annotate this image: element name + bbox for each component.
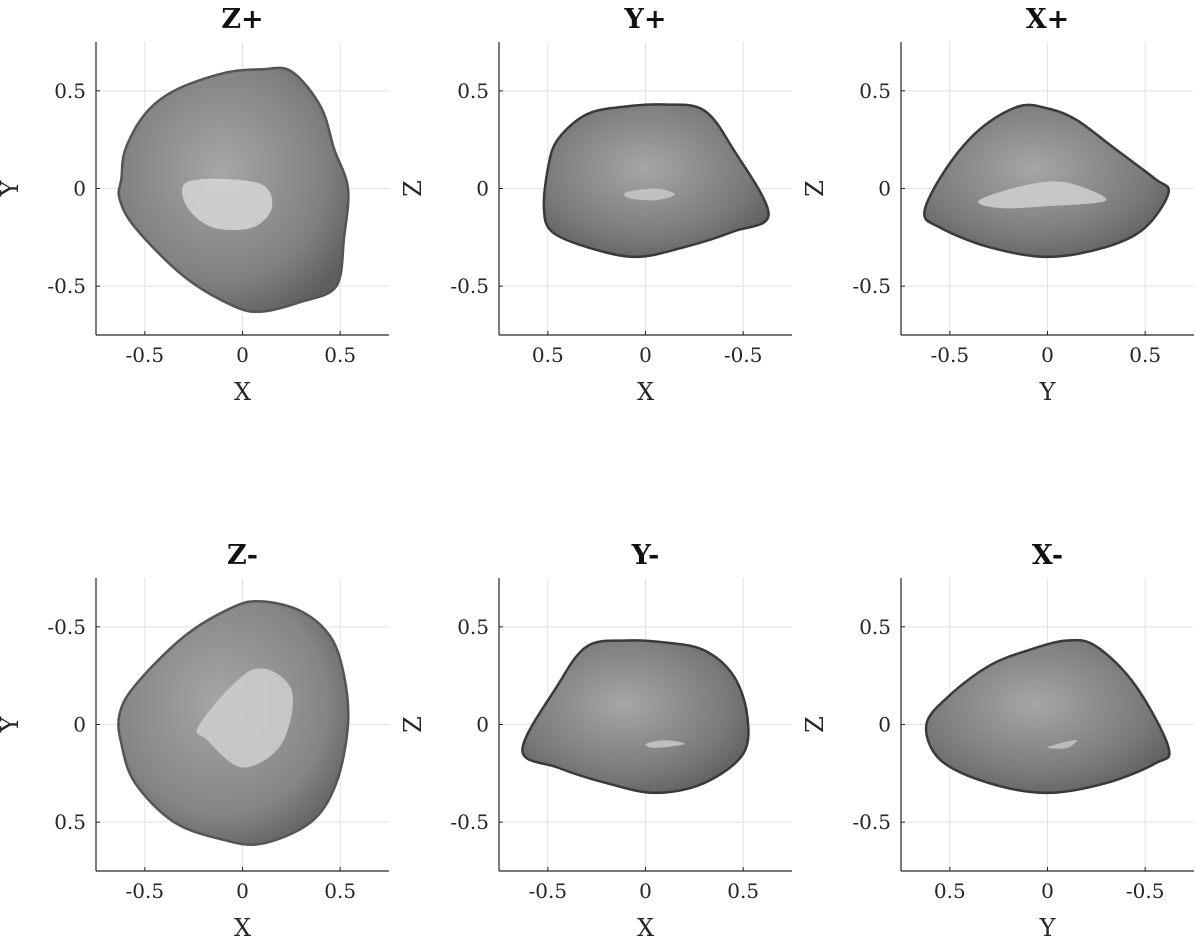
- x-tick-label: 0.5: [324, 879, 356, 903]
- x-tick-label: 0: [639, 879, 652, 903]
- x-tick-label: -0.5: [126, 879, 165, 903]
- y-tick-label: -0.5: [450, 810, 489, 834]
- shape-group: [924, 638, 1171, 795]
- x-tick-label: 0.5: [1129, 343, 1161, 367]
- shape-group: [117, 599, 350, 847]
- x-tick-label: -0.5: [126, 343, 165, 367]
- shape-group: [117, 66, 350, 314]
- y-axis-label: Y: [0, 715, 24, 733]
- y-tick-label: 0.5: [54, 79, 86, 103]
- shape-highlight: [196, 668, 293, 768]
- shape-highlight: [978, 181, 1107, 209]
- x-axis-label: X: [637, 914, 654, 942]
- shape-body: [923, 103, 1171, 259]
- y-tick-label: -0.5: [852, 274, 891, 298]
- y-tick-label: 0.5: [457, 79, 489, 103]
- panel-5: -0.5 0 0.5 0.5 0 -0.5 X Z Y-: [399, 540, 792, 942]
- x-tick-label: 0: [236, 343, 249, 367]
- x-axis-label: X: [637, 378, 654, 406]
- shape-body: [924, 638, 1171, 795]
- y-axis-label: Z: [399, 716, 427, 733]
- shape-body: [521, 639, 750, 795]
- y-tick-label: 0: [476, 713, 489, 737]
- y-tick-label: 0: [73, 177, 86, 201]
- x-tick-label: -0.5: [529, 879, 568, 903]
- y-axis-label: Z: [801, 716, 829, 733]
- y-tick-label: 0: [476, 177, 489, 201]
- shape-group: [542, 103, 770, 259]
- panel-3: -0.5 0 0.5 0.5 0 -0.5 Y Z X+: [801, 4, 1194, 406]
- shape-highlight: [624, 188, 675, 201]
- panel-2: 0.5 0 -0.5 0.5 0 -0.5 X Z Y+: [399, 4, 792, 406]
- x-axis-label: X: [234, 914, 251, 942]
- x-tick-label: 0.5: [934, 879, 966, 903]
- y-tick-label: 0.5: [859, 615, 891, 639]
- y-tick-label: -0.5: [852, 810, 891, 834]
- panel-title: Y-: [631, 540, 660, 571]
- panel-title: X-: [1032, 540, 1063, 571]
- y-tick-label: 0: [878, 713, 891, 737]
- y-tick-label: -0.5: [47, 274, 86, 298]
- shape-highlight: [1047, 740, 1078, 749]
- x-axis-label: Y: [1039, 914, 1057, 942]
- shape-highlight: [181, 178, 273, 230]
- x-tick-label: 0: [1041, 343, 1054, 367]
- shape-group: [521, 639, 750, 795]
- x-tick-label: -0.5: [931, 343, 970, 367]
- x-axis-label: X: [234, 378, 251, 406]
- panel-title: X+: [1026, 4, 1070, 35]
- y-tick-label: 0: [878, 177, 891, 201]
- x-tick-label: 0.5: [324, 343, 356, 367]
- y-axis-label: Y: [0, 179, 24, 197]
- panel-title: Z-: [227, 540, 258, 571]
- panel-4: -0.5 0 0.5 -0.5 0 0.5 X Y Z-: [0, 540, 389, 942]
- shape-group: [923, 103, 1171, 259]
- x-tick-label: 0: [236, 879, 249, 903]
- x-axis-label: Y: [1039, 378, 1057, 406]
- x-tick-label: 0: [639, 343, 652, 367]
- y-axis-label: Z: [399, 180, 427, 197]
- y-tick-label: 0: [73, 713, 86, 737]
- x-tick-label: 0.5: [532, 343, 564, 367]
- x-tick-label: -0.5: [724, 343, 763, 367]
- shape-highlight: [645, 740, 685, 748]
- x-tick-label: 0.5: [727, 879, 759, 903]
- shape-body: [542, 103, 770, 259]
- y-tick-label: 0.5: [54, 810, 86, 834]
- panel-title: Z+: [221, 4, 263, 35]
- y-tick-label: -0.5: [450, 274, 489, 298]
- panel-6: 0.5 0 -0.5 0.5 0 -0.5 Y Z X-: [801, 540, 1194, 942]
- x-tick-label: -0.5: [1126, 879, 1165, 903]
- y-axis-label: Z: [801, 180, 829, 197]
- y-tick-label: 0.5: [457, 615, 489, 639]
- panel-1: -0.5 0 0.5 0.5 0 -0.5 X Y Z+: [0, 4, 389, 406]
- panel-title: Y+: [624, 4, 667, 35]
- y-tick-label: 0.5: [859, 79, 891, 103]
- x-tick-label: 0: [1041, 879, 1054, 903]
- y-tick-label: -0.5: [47, 615, 86, 639]
